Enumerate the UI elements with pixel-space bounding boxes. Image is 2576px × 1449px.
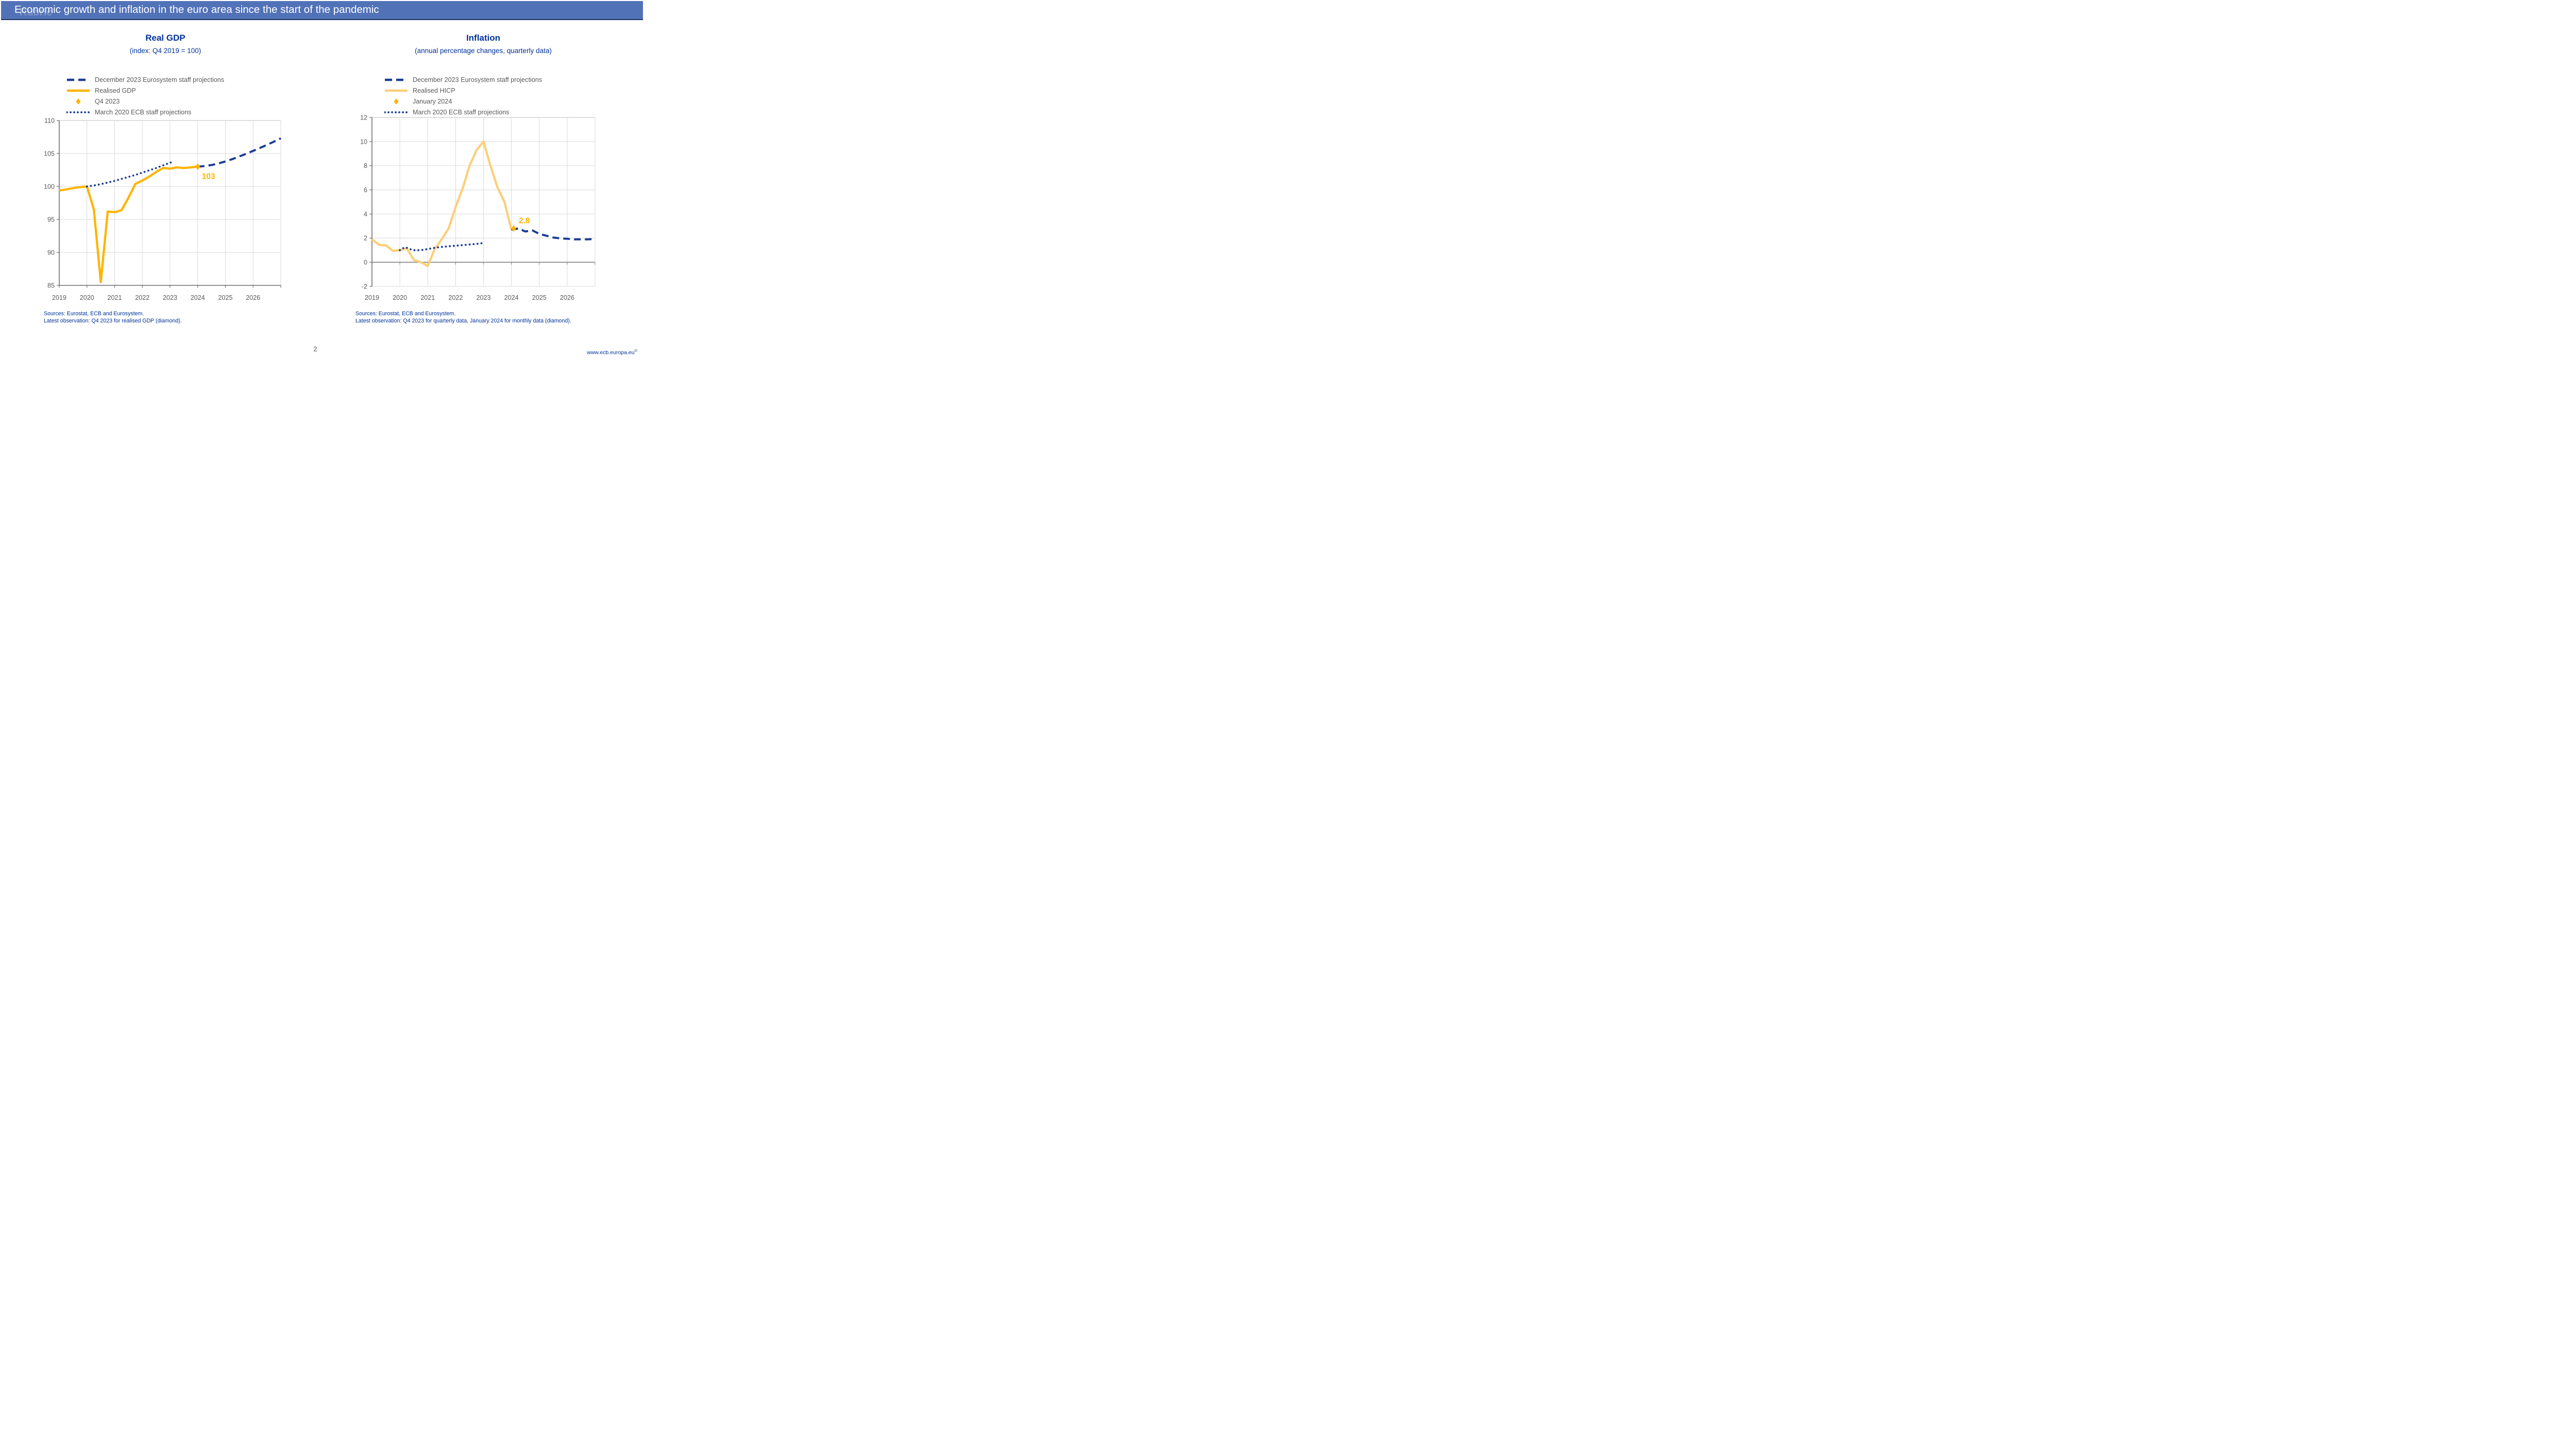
svg-text:8: 8 [364, 162, 367, 169]
left-chart-title: Real GDP [145, 33, 185, 43]
svg-text:100: 100 [44, 183, 55, 190]
dashed-line-swatch-icon [384, 76, 408, 83]
svg-text:90: 90 [47, 249, 55, 256]
legend-item: Realised GDP [66, 85, 224, 96]
right-chart-title: Inflation [466, 33, 501, 43]
legend-item: March 2020 ECB staff projections [384, 107, 542, 117]
legend-item-label: December 2023 Eurosystem staff projectio… [95, 76, 225, 83]
legend-item-label: March 2020 ECB staff projections [413, 108, 510, 116]
left-chart-subtitle: (index: Q4 2019 = 100) [129, 47, 201, 55]
right-chart-subtitle: (annual percentage changes, quarterly da… [415, 47, 552, 55]
svg-text:2021: 2021 [420, 294, 435, 301]
svg-text:2024: 2024 [191, 294, 205, 301]
svg-text:2019: 2019 [52, 294, 66, 301]
latest-observation-line: Latest observation: Q4 2023 for quarterl… [355, 318, 571, 324]
svg-text:2025: 2025 [532, 294, 547, 301]
axis-tick-labels: 85 90 95 100 105 110 2019 2020 2021 2022 2023 2024 2… [44, 117, 260, 301]
svg-text:2019: 2019 [365, 294, 379, 301]
right-chart-sources: Sources: Eurostat, ECB and Eurosystem. L… [355, 310, 571, 325]
legend-item-label: March 2020 ECB staff projections [95, 108, 192, 116]
svg-text:2023: 2023 [476, 294, 490, 301]
legend-item: January 2024 [384, 96, 542, 107]
latest-observation-diamond-icon [195, 163, 200, 171]
svg-text:2022: 2022 [135, 294, 149, 301]
svg-text:2021: 2021 [107, 294, 122, 301]
template-watermark: Rubric [20, 7, 53, 18]
legend-item-label: January 2024 [413, 97, 452, 105]
svg-text:-2: -2 [362, 283, 367, 290]
chart-plot-real-gdp: 85 90 95 100 105 110 2019 2020 2021 2022 2023 2024 2… [44, 117, 281, 301]
title-bar-underline [1, 19, 643, 20]
slide: Rubric Economic growth and inflation in … [0, 0, 644, 362]
svg-text:10: 10 [360, 138, 367, 145]
data-series [59, 137, 281, 283]
page-number: 2 [313, 345, 317, 353]
legend-item-label: Realised HICP [413, 87, 455, 94]
svg-text:2025: 2025 [218, 294, 232, 301]
svg-text:6: 6 [364, 186, 367, 194]
svg-text:2: 2 [364, 235, 367, 242]
series-dotted-line [399, 242, 485, 251]
data-series [371, 140, 596, 267]
legend-item: Q4 2023 [66, 96, 224, 107]
right-chart-legend: December 2023 Eurosystem staff projectio… [384, 74, 542, 117]
svg-text:95: 95 [47, 216, 55, 223]
svg-text:2026: 2026 [246, 294, 260, 301]
legend-item-label: Q4 2023 [95, 97, 120, 105]
website-url[interactable]: www.ecb.europa.eu [587, 349, 635, 356]
svg-text:12: 12 [360, 114, 367, 121]
solid-line-swatch-icon [384, 87, 408, 94]
latest-observation-diamond-icon [511, 225, 516, 232]
annotation-value-label: 2.8 [519, 217, 530, 226]
ecb-website-link[interactable]: www.ecb.europa.eu© [587, 348, 637, 356]
legend-item: Realised HICP [384, 85, 542, 96]
legend-item-label: Realised GDP [95, 87, 136, 94]
svg-text:4: 4 [364, 211, 367, 218]
copyright-icon: © [634, 348, 637, 353]
annotation-value-label: 103 [202, 173, 215, 181]
svg-text:2026: 2026 [560, 294, 574, 301]
left-chart-sources: Sources: Eurostat, ECB and Eurosystem. L… [44, 310, 182, 325]
svg-text:110: 110 [44, 117, 55, 124]
diamond-marker-swatch-icon [384, 98, 408, 105]
series-solid-line [59, 165, 198, 283]
series-solid-line [371, 140, 513, 267]
legend-item-label: December 2023 Eurosystem staff projectio… [413, 76, 543, 83]
series-dotted-line [86, 161, 174, 187]
svg-text:2020: 2020 [80, 294, 94, 301]
diamond-marker-swatch-icon [66, 98, 90, 105]
slide-title: Economic growth and inflation in the eur… [14, 4, 379, 15]
legend-item: December 2023 Eurosystem staff projectio… [384, 74, 542, 85]
dashed-line-swatch-icon [66, 76, 90, 83]
latest-observation-line: Latest observation: Q4 2023 for realised… [44, 318, 182, 324]
svg-text:0: 0 [364, 259, 367, 266]
chart-plot-inflation: -2 0 2 4 6 8 10 12 2019 2020 2021 2022 2023 2024 2025 2… [360, 114, 596, 301]
legend-item: December 2023 Eurosystem staff projectio… [66, 74, 224, 85]
svg-text:2022: 2022 [448, 294, 463, 301]
axes [369, 117, 596, 287]
axes [57, 120, 281, 288]
svg-text:2020: 2020 [393, 294, 407, 301]
svg-text:85: 85 [47, 282, 55, 289]
sources-line: Sources: Eurostat, ECB and Eurosystem. [355, 311, 456, 317]
axis-tick-labels: -2 0 2 4 6 8 10 12 2019 2020 2021 2022 2023 2024 2025 2… [360, 114, 574, 301]
svg-text:105: 105 [44, 150, 55, 157]
sources-line: Sources: Eurostat, ECB and Eurosystem. [44, 311, 144, 317]
dotted-line-swatch-icon [384, 109, 408, 116]
series-dashed-line [511, 227, 596, 241]
svg-text:2023: 2023 [163, 294, 177, 301]
gridlines [59, 120, 281, 285]
title-bar: Rubric Economic growth and inflation in … [1, 1, 643, 20]
svg-text:2024: 2024 [504, 294, 519, 301]
legend-item: March 2020 ECB staff projections [66, 107, 224, 117]
solid-line-swatch-icon [66, 87, 90, 94]
dotted-line-swatch-icon [66, 109, 90, 116]
series-dashed-line [197, 137, 281, 168]
left-chart-legend: December 2023 Eurosystem staff projectio… [66, 74, 224, 117]
